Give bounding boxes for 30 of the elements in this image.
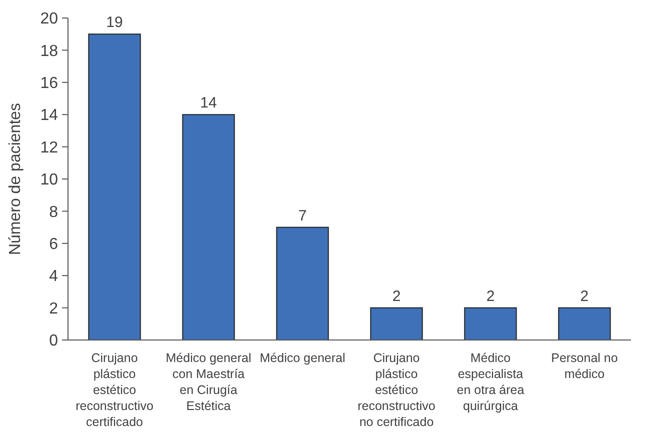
x-tick-label: Personal no médico <box>551 351 618 381</box>
x-tick-label: Médico general con Maestría en Cirugía Estética <box>166 351 252 413</box>
y-tick-label: 8 <box>49 204 58 221</box>
bar <box>88 34 141 340</box>
y-tick-label: 2 <box>49 300 58 318</box>
y-tick-label: 4 <box>49 268 58 286</box>
bar <box>464 307 517 340</box>
x-tick-label: Médico especialista en otra área quirúrgica <box>456 351 524 413</box>
x-tick-label: Médico general <box>260 351 346 365</box>
data-label: 19 <box>106 14 123 32</box>
x-tick-label: Cirujano plástico estético reconstructivo no certificado <box>358 351 436 429</box>
y-tick-label: 10 <box>40 172 58 189</box>
bar <box>370 307 423 340</box>
bar <box>182 114 235 340</box>
bar <box>276 226 329 340</box>
data-label: 2 <box>580 288 589 305</box>
y-tick-label: 6 <box>49 236 58 253</box>
data-label: 7 <box>298 207 307 224</box>
data-label: 14 <box>200 94 217 112</box>
data-label: 2 <box>486 288 495 305</box>
y-tick-label: 20 <box>40 10 58 28</box>
y-tick-label: 14 <box>40 107 58 124</box>
y-tick-label: 18 <box>40 42 58 60</box>
data-label: 2 <box>392 288 401 305</box>
y-tick-label: 0 <box>49 332 58 350</box>
y-tick-label: 16 <box>40 75 58 92</box>
bar <box>558 307 611 340</box>
y-axis-title: Número de pacientes <box>7 102 24 256</box>
y-tick-label: 12 <box>40 139 58 156</box>
x-tick-label: Cirujano plástico estético reconstructivo certificado <box>76 351 154 429</box>
